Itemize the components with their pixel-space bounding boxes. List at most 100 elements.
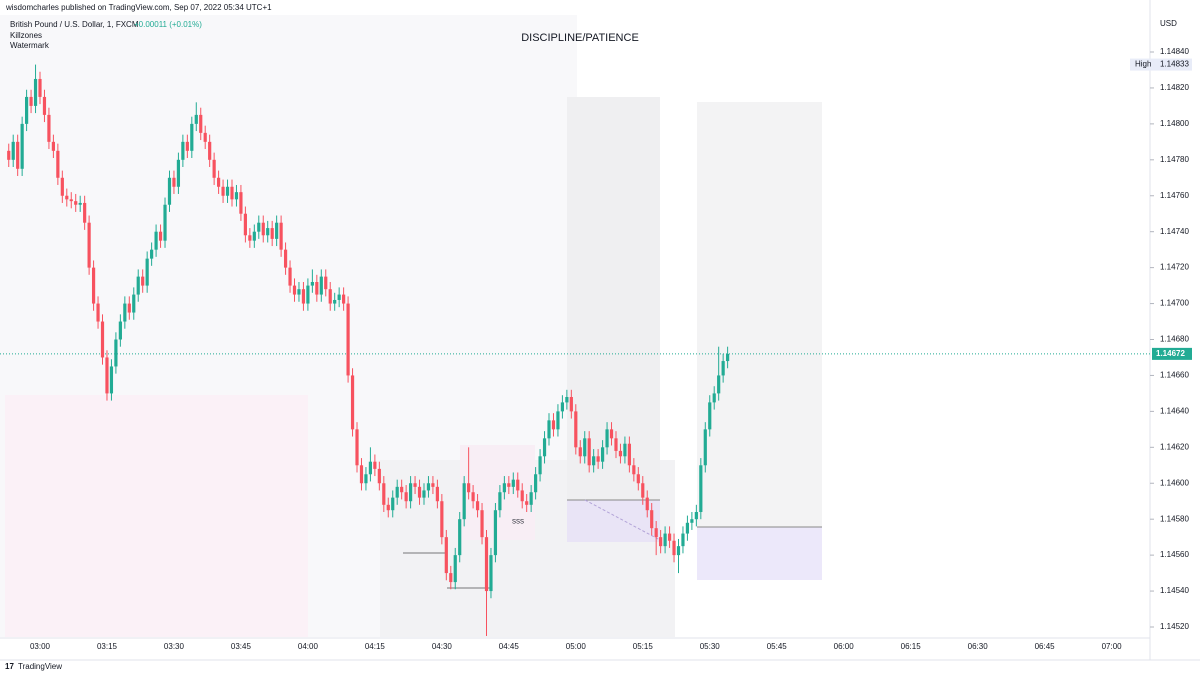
- candle-body: [248, 235, 252, 241]
- candle-body: [194, 114, 198, 124]
- y-tick-label: 1.14540: [1160, 586, 1189, 595]
- high-value: 1.14833: [1160, 60, 1189, 69]
- high-label: High: [1135, 60, 1151, 69]
- candle-body: [712, 393, 716, 403]
- x-tick-label: 04:15: [365, 642, 386, 651]
- candle-body: [708, 402, 712, 430]
- candle-body: [16, 141, 20, 169]
- candle-body: [511, 479, 515, 487]
- candle-body: [342, 294, 346, 304]
- y-tick-label: 1.14820: [1160, 83, 1189, 92]
- candle-body: [96, 303, 100, 322]
- candle-body: [136, 276, 140, 295]
- candle-body: [667, 533, 672, 541]
- x-tick-label: 05:45: [767, 642, 788, 651]
- candle-body: [127, 303, 131, 313]
- candle-body: [404, 492, 408, 502]
- candle-body: [221, 186, 225, 196]
- candle-body: [413, 483, 417, 487]
- candle-body: [163, 204, 167, 241]
- candle-body: [587, 438, 591, 466]
- candle-body: [199, 114, 203, 133]
- candle-body: [359, 465, 364, 484]
- y-tick-label: 1.14840: [1160, 47, 1189, 56]
- candle-body: [659, 537, 663, 547]
- candle-body: [592, 456, 596, 466]
- y-tick-label: 1.14780: [1160, 155, 1189, 164]
- chart-title: DISCIPLINE/PATIENCE: [521, 32, 639, 44]
- candle-body: [726, 353, 730, 362]
- trend-line: [584, 499, 661, 541]
- candle-body: [355, 429, 359, 466]
- candle-body: [141, 276, 145, 286]
- x-tick-label: 06:30: [968, 642, 989, 651]
- candle-body: [605, 429, 609, 448]
- y-tick-label: 1.14600: [1160, 478, 1189, 487]
- y-tick-label: 1.14660: [1160, 371, 1189, 380]
- footer-logo: TradingView: [18, 662, 62, 671]
- candle-body: [703, 429, 707, 466]
- candle-body: [65, 195, 69, 200]
- candle-body: [475, 501, 480, 511]
- candle-body: [78, 202, 82, 205]
- indicator: Watermark: [10, 41, 50, 50]
- candle-body: [422, 490, 426, 498]
- candle-body: [51, 141, 55, 151]
- candle-body: [252, 231, 256, 241]
- candle-body: [154, 231, 158, 250]
- candle-body: [569, 397, 573, 412]
- publisher: wisdomcharles published on TradingView.c…: [5, 3, 272, 12]
- candle-body: [471, 492, 475, 502]
- candle-body: [480, 510, 484, 538]
- candle-body: [578, 447, 582, 457]
- candle-body: [641, 483, 645, 498]
- x-tick-label: 03:00: [30, 642, 51, 651]
- x-tick-label: 04:45: [499, 642, 520, 651]
- y-tick-label: 1.14740: [1160, 227, 1189, 236]
- candle-body: [346, 303, 350, 376]
- candle-body: [185, 141, 189, 151]
- candle-body: [364, 474, 368, 484]
- candle-body: [681, 533, 685, 547]
- y-tick-label: 1.14620: [1160, 442, 1189, 451]
- candle-body: [395, 486, 399, 498]
- y-tick-label: 1.14560: [1160, 550, 1189, 559]
- candle-body: [596, 456, 600, 462]
- candle-body: [440, 501, 444, 538]
- candle-body: [109, 366, 114, 394]
- range-box: [697, 527, 822, 580]
- candle-body: [654, 528, 658, 538]
- candle-body: [547, 420, 551, 439]
- candle-body: [118, 321, 122, 340]
- y-tick-label: 1.14700: [1160, 299, 1189, 308]
- candle-body: [507, 483, 511, 487]
- x-tick-label: 04:30: [432, 642, 453, 651]
- candle-body: [386, 504, 390, 511]
- candle-body: [672, 540, 676, 556]
- candle-body: [167, 177, 172, 205]
- candle-body: [319, 276, 323, 295]
- candle-body: [560, 402, 565, 412]
- candle-body: [632, 465, 636, 475]
- candle-body: [239, 192, 243, 214]
- candle-body: [699, 465, 703, 512]
- candle-body: [283, 249, 288, 268]
- candle-body: [520, 490, 524, 502]
- candle-body: [11, 141, 15, 160]
- x-tick-label: 05:30: [700, 642, 721, 651]
- candle-body: [225, 186, 230, 196]
- x-tick-label: 05:00: [566, 642, 587, 651]
- candle-body: [650, 510, 654, 529]
- y-tick-label: 1.14520: [1160, 622, 1189, 631]
- candle-body: [100, 321, 105, 358]
- candle-body: [158, 231, 163, 241]
- price-label: 1.14672: [1156, 349, 1185, 358]
- candle-body: [614, 438, 618, 451]
- candle-body: [444, 537, 448, 574]
- candle-body: [690, 519, 694, 523]
- candle-body: [627, 443, 631, 466]
- candle-body: [176, 159, 181, 187]
- candle-body: [449, 573, 453, 583]
- candle-body: [618, 450, 623, 457]
